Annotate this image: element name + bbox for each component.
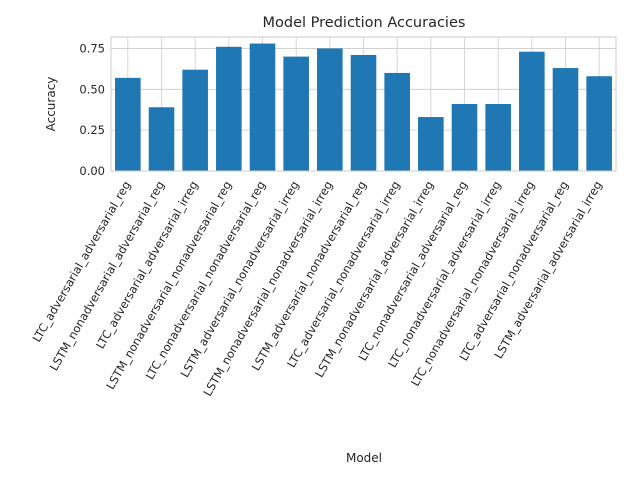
bar: [519, 51, 545, 171]
bar: [384, 72, 410, 171]
bar: [586, 76, 612, 171]
bar: [115, 77, 141, 171]
y-axis-label: Accuracy: [44, 77, 58, 132]
bar: [451, 104, 478, 171]
bar: [216, 46, 242, 171]
bar: [148, 107, 175, 171]
bars: [115, 43, 612, 171]
y-tick-label: 0.25: [79, 123, 105, 137]
x-tick-label: LSTM_nonadversarial_nonadversarial_reg: [103, 178, 234, 391]
y-tick-label: 0.50: [79, 82, 105, 96]
bar: [350, 54, 377, 171]
bar: [182, 69, 208, 171]
x-axis-ticks: LTC_adversarial_adversarial_regLSTM_nona…: [29, 178, 604, 398]
bar: [249, 43, 276, 171]
x-axis-label: Model: [346, 451, 382, 465]
y-axis-ticks: 0.00 0.25 0.50 0.75: [79, 41, 105, 178]
x-tick-label: LSTM_nonadversarial_nonadversarial_irreg: [200, 179, 335, 399]
y-tick-label: 0.75: [79, 41, 105, 55]
bar: [552, 68, 579, 171]
y-tick-label: 0.00: [79, 164, 105, 178]
bar: [283, 56, 309, 171]
bar: [418, 117, 444, 171]
plot-frame: [110, 36, 617, 172]
bar: [485, 104, 511, 171]
bar: [317, 48, 343, 171]
chart-title: Model Prediction Accuracies: [263, 15, 466, 31]
